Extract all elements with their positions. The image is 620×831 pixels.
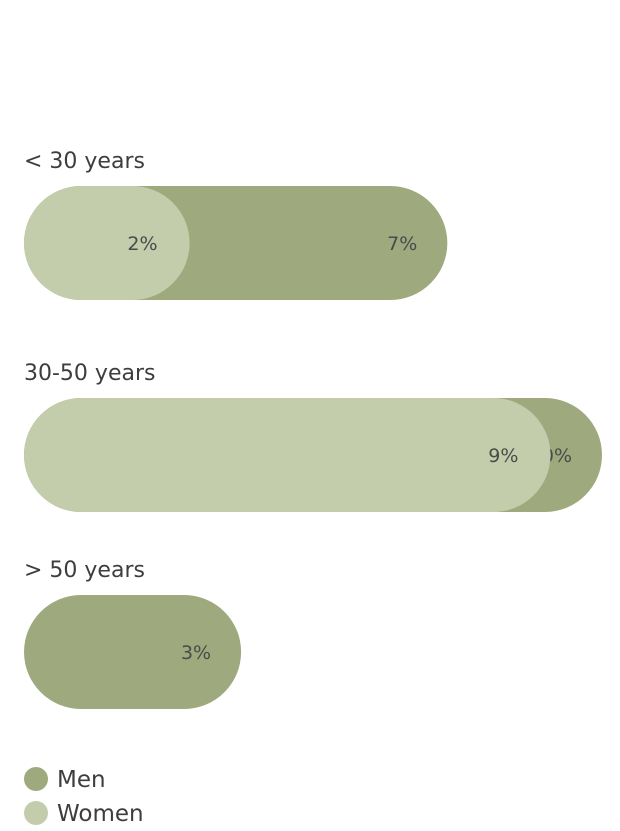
women-value-label-30-50: 9% [488,445,518,467]
women-bar-under-30 [24,186,190,300]
legend-label-men: Men [57,767,106,793]
legend-swatch-women [24,801,48,825]
legend-label-women: Women [57,801,144,827]
category-label-under-30: < 30 years [24,149,145,174]
men-bar-over-50 [24,595,242,709]
men-value-label-under-30: 7% [387,233,417,255]
men-value-label-over-50: 3% [181,642,211,664]
category-label-30-50: 30-50 years [24,361,155,386]
women-value-label-under-30: 2% [127,233,157,255]
legend-swatch-men [24,767,48,791]
women-bar-30-50 [24,398,551,512]
category-label-over-50: > 50 years [24,558,145,583]
